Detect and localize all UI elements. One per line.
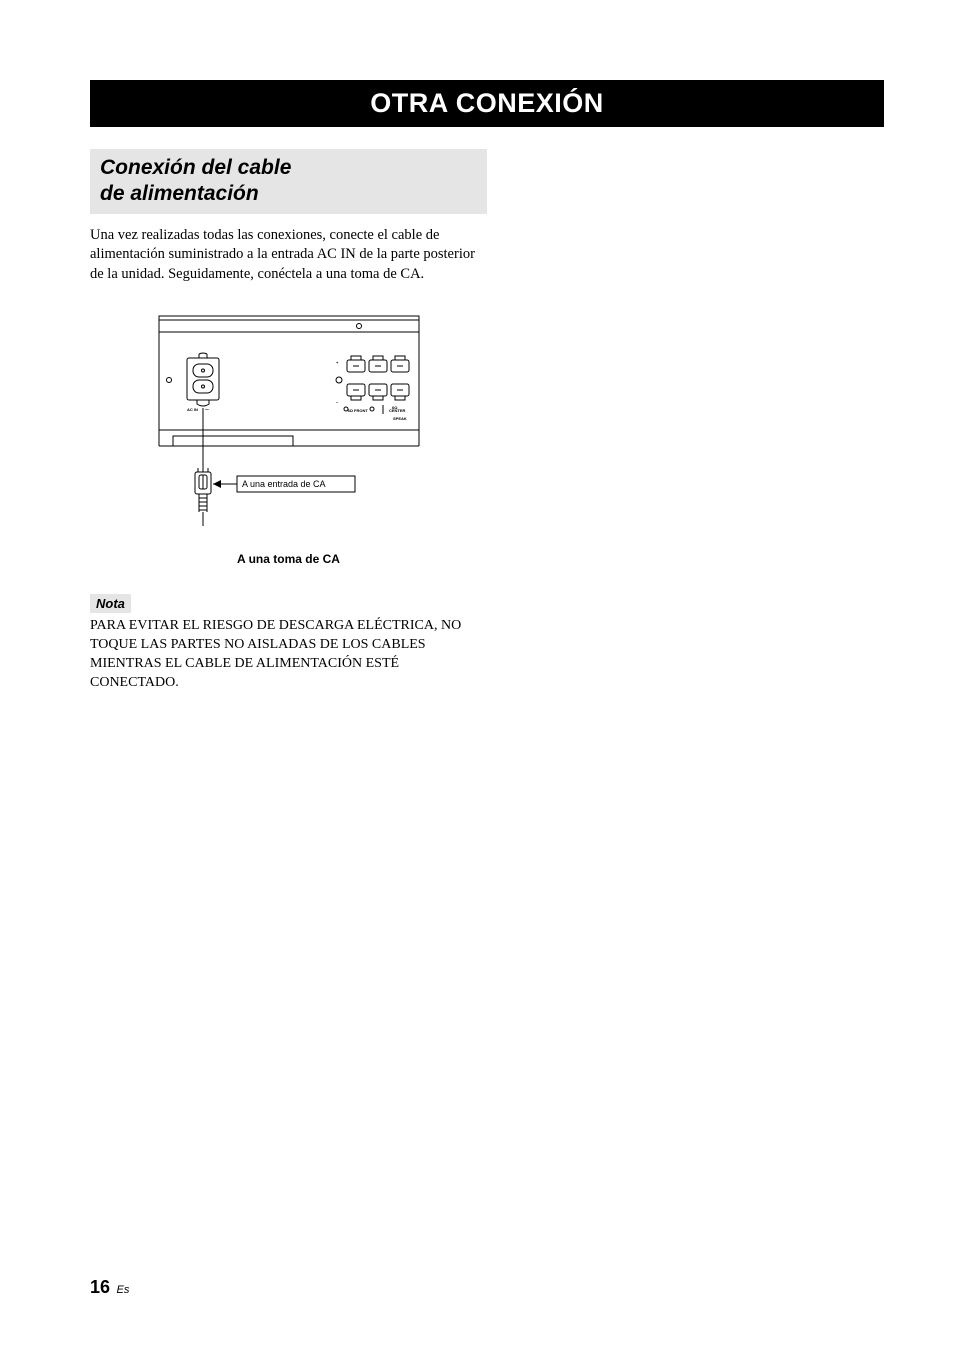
page-content: OTRA CONEXIÓN Conexión del cable de alim…	[0, 0, 954, 743]
heading-line-2: de alimentación	[100, 182, 259, 205]
device-rear-svg: AC IN ～ + −	[139, 312, 439, 542]
page-footer: 16 Es	[90, 1277, 129, 1298]
svg-text:+: +	[336, 360, 339, 365]
svg-text:6Ω: 6Ω	[392, 405, 398, 410]
acin-label: AC IN	[187, 407, 198, 412]
body-paragraph: Una vez realizadas todas las conexiones,…	[90, 226, 487, 285]
chapter-title: OTRA CONEXIÓN	[90, 80, 884, 127]
connection-diagram: AC IN ～ + −	[90, 312, 487, 566]
svg-text:6Ω: 6Ω	[347, 408, 353, 413]
front-label: FRONT	[354, 408, 368, 413]
note-block: Nota PARA EVITAR EL RIESGO DE DESCARGA E…	[90, 594, 487, 693]
heading-line-1: Conexión del cable	[100, 156, 291, 179]
svg-text:−: −	[336, 400, 339, 405]
page-language: Es	[116, 1284, 129, 1296]
speak-label: SPEAK	[393, 416, 407, 421]
page-number: 16	[90, 1277, 110, 1297]
note-label: Nota	[90, 594, 131, 613]
callout-text: A una entrada de CA	[242, 479, 326, 489]
note-text: PARA EVITAR EL RIESGO DE DESCARGA ELÉCTR…	[90, 617, 487, 693]
diagram-caption: A una toma de CA	[237, 552, 340, 566]
section-heading: Conexión del cable de alimentación	[90, 149, 487, 214]
svg-text:～: ～	[205, 407, 209, 412]
